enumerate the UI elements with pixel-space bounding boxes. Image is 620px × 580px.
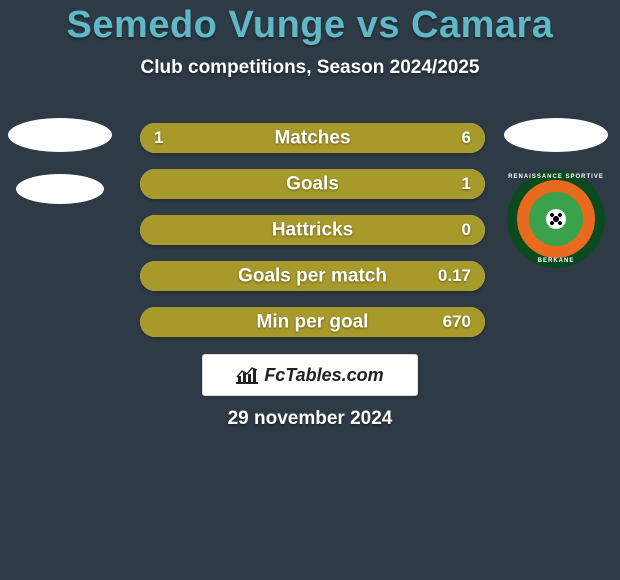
player-left-avatar	[6, 118, 114, 204]
bar-value-right: 670	[443, 312, 471, 332]
comparison-bars: 1 6 Matches 1 Goals 0 Hattricks 0.17 Goals per m…	[140, 123, 485, 353]
club-badge-top-text: RENAISSANCE SPORTIVE	[507, 174, 605, 180]
brand-text: FcTables.com	[264, 365, 383, 386]
bar-value-right: 6	[462, 128, 471, 148]
bar-label: Hattricks	[272, 219, 353, 241]
bar-value-right: 0.17	[438, 266, 471, 286]
page-title: Semedo Vunge vs Camara	[0, 0, 620, 47]
club-badge-bottom-text: BERKANE	[507, 258, 605, 264]
bar-chart-icon	[236, 366, 258, 384]
stat-bar: 1 6 Matches	[140, 123, 485, 153]
club-badge: RENAISSANCE SPORTIVE BERKANE	[507, 170, 605, 268]
stat-bar: 0 Hattricks	[140, 215, 485, 245]
stat-bar: 1 Goals	[140, 169, 485, 199]
stat-bar: 670 Min per goal	[140, 307, 485, 337]
brand-box[interactable]: FcTables.com	[202, 354, 418, 396]
date-text: 29 november 2024	[0, 408, 620, 430]
bar-label: Goals	[286, 173, 339, 195]
avatar-placeholder	[8, 118, 112, 152]
bar-label: Goals per match	[238, 265, 387, 287]
bar-label: Matches	[274, 127, 350, 149]
avatar-placeholder	[504, 118, 608, 152]
bar-value-left: 1	[154, 128, 163, 148]
player-right-avatar: RENAISSANCE SPORTIVE BERKANE	[502, 118, 610, 268]
bar-fill-left	[140, 123, 188, 153]
stat-bar: 0.17 Goals per match	[140, 261, 485, 291]
soccer-ball-icon	[546, 209, 566, 229]
club-placeholder	[16, 174, 104, 204]
bar-value-right: 0	[462, 220, 471, 240]
subtitle: Club competitions, Season 2024/2025	[0, 57, 620, 79]
bar-label: Min per goal	[257, 311, 369, 333]
bar-value-right: 1	[462, 174, 471, 194]
